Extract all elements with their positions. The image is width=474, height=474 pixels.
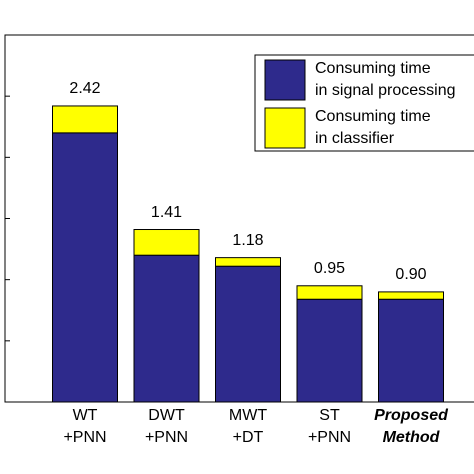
- bar-segment: [52, 132, 118, 403]
- legend-swatch: [264, 107, 306, 149]
- total-label: 0.95: [313, 259, 346, 277]
- bar-segment: [215, 265, 281, 403]
- bar-segment: [378, 291, 444, 300]
- bar-segment: [133, 254, 200, 403]
- total-label: 2.42: [69, 79, 101, 97]
- x-tick-label: DWT +PNN: [144, 407, 189, 446]
- legend-label: Consuming time in classifier: [315, 108, 431, 147]
- legend-label: Consuming time in signal processing: [315, 60, 456, 99]
- total-label: 1.18: [232, 231, 264, 249]
- bar-segment: [215, 257, 281, 267]
- bar-segment: [296, 285, 363, 300]
- x-tick-label: Proposed Method: [374, 407, 448, 446]
- legend-swatch: [264, 59, 306, 101]
- bar-segment: [296, 298, 363, 403]
- total-label: 1.41: [150, 203, 183, 221]
- x-tick-label: MWT +DT: [228, 407, 268, 446]
- bar-segment: [378, 298, 444, 403]
- x-tick-label: ST +PNN: [307, 407, 352, 446]
- bar-segment: [52, 105, 118, 134]
- x-tick-label: WT +PNN: [63, 407, 107, 446]
- total-label: 0.90: [395, 265, 427, 283]
- bar-segment: [133, 229, 200, 256]
